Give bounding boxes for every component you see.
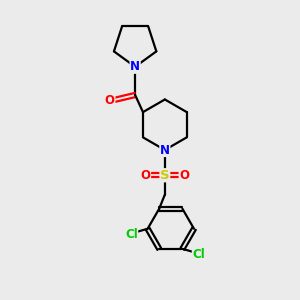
Text: Cl: Cl xyxy=(192,248,205,261)
Text: O: O xyxy=(140,169,151,182)
Text: N: N xyxy=(160,143,170,157)
Text: N: N xyxy=(130,60,140,73)
Text: O: O xyxy=(105,94,115,107)
Text: Cl: Cl xyxy=(125,228,138,241)
Text: O: O xyxy=(179,169,189,182)
Text: S: S xyxy=(160,169,170,182)
